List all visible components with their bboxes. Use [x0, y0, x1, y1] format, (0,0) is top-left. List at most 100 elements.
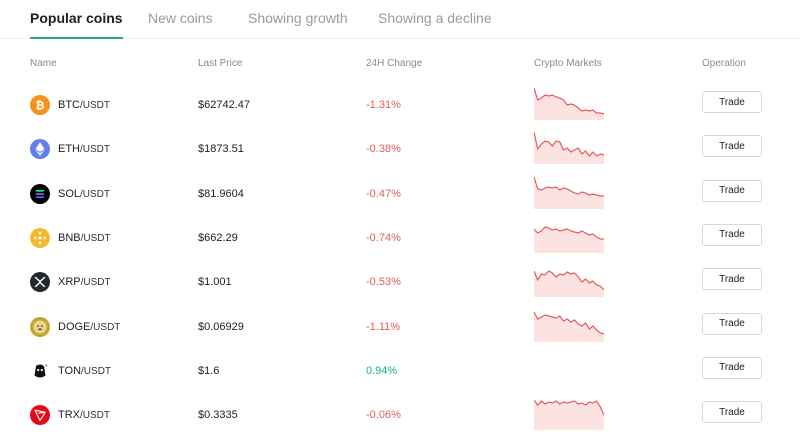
- crypto-market-sparkline: [533, 175, 604, 209]
- table-row: ₿ BTC/USDT $62742.47 -1.31% Trade: [0, 84, 800, 128]
- coin-symbol: ETH: [58, 143, 80, 156]
- coin-category-tabs: Popular coins New coins Showing growth S…: [0, 0, 800, 39]
- last-price: $62742.47: [198, 99, 250, 111]
- sparkline-chart: [533, 87, 605, 120]
- coin-pair[interactable]: BNB/USDT: [58, 232, 111, 244]
- table-row: ETH/USDT $1873.51 -0.38% Trade: [0, 128, 800, 172]
- coin-pair[interactable]: TRX/USDT: [58, 409, 110, 421]
- 24h-change: -1.11%: [366, 320, 401, 333]
- tab-showing-decline[interactable]: Showing a decline: [378, 10, 492, 26]
- coin-pair[interactable]: BTC/USDT: [58, 99, 110, 111]
- coin-pair[interactable]: ETH/USDT: [58, 143, 110, 155]
- crypto-market-sparkline: [533, 86, 605, 120]
- sparkline-chart: [533, 226, 604, 253]
- last-price: $0.3335: [198, 409, 238, 422]
- trade-button[interactable]: Trade: [702, 268, 762, 291]
- coin-quote: /USDT: [80, 277, 111, 289]
- coin-pair[interactable]: XRP/USDT: [58, 276, 111, 288]
- coin-symbol: DOGE: [58, 320, 91, 333]
- trade-button[interactable]: Trade: [702, 401, 762, 424]
- svg-text:₿: ₿: [36, 100, 45, 112]
- sparkline-line: [533, 399, 605, 416]
- coin-symbol: XRP: [58, 276, 81, 289]
- table-row: TON/USDT $1.6 0.94% Trade: [0, 350, 800, 394]
- xrp-icon: [30, 272, 50, 293]
- trade-button[interactable]: Trade: [702, 356, 762, 379]
- crypto-market-sparkline: [533, 263, 605, 298]
- last-price: $1.6: [198, 364, 220, 377]
- coin-symbol: TRX: [58, 409, 80, 422]
- 24h-change: -0.38%: [366, 143, 401, 156]
- sparkline-area: [534, 176, 604, 209]
- table-row: XRP/USDT $1.001 -0.53% Trade: [0, 261, 800, 305]
- 24h-change: -0.74%: [366, 231, 401, 244]
- coin-symbol: TON: [58, 364, 82, 377]
- bnb-icon: [30, 227, 50, 248]
- sparkline-area: [534, 311, 604, 342]
- last-price: $0.06929: [198, 320, 244, 333]
- 24h-change: -0.06%: [366, 409, 401, 422]
- coin-quote: /USDT: [81, 365, 112, 377]
- trx-icon: [30, 405, 50, 426]
- header-last-price: Last Price: [198, 58, 243, 69]
- last-price: $1873.51: [198, 143, 244, 156]
- table-row: BNB/USDT $662.29 -0.74% Trade: [0, 217, 800, 261]
- coin-pair[interactable]: TON/USDT: [58, 365, 111, 377]
- coin-quote: /USDT: [80, 410, 110, 422]
- trade-button[interactable]: Trade: [702, 312, 762, 335]
- table-row: TRX/USDT $0.3335 -0.06% Trade: [0, 394, 800, 438]
- sparkline-area: [534, 271, 604, 298]
- sparkline-chart: [533, 176, 604, 209]
- sparkline-area: [534, 400, 604, 431]
- coin-symbol: BNB: [58, 231, 81, 244]
- header-operation: Operation: [702, 58, 746, 69]
- tab-popular-coins[interactable]: Popular coins: [30, 0, 123, 39]
- sol-icon: [30, 183, 50, 204]
- sparkline-chart: [533, 270, 605, 298]
- coin-quote: /USDT: [90, 321, 121, 333]
- tab-showing-growth[interactable]: Showing growth: [248, 10, 348, 26]
- trade-button[interactable]: Trade: [702, 91, 762, 113]
- table-row: DOGE/USDT $0.06929 -1.11% Trade: [0, 306, 800, 350]
- coin-quote: /USDT: [80, 144, 110, 156]
- crypto-market-sparkline: [533, 130, 605, 165]
- sparkline-line: [533, 87, 605, 115]
- crypto-market-sparkline: [533, 396, 605, 431]
- sparkline-area: [534, 226, 604, 253]
- last-price: $81.9604: [198, 187, 244, 200]
- header-24h-change: 24H Change: [366, 58, 423, 69]
- header-crypto-markets: Crypto Markets: [534, 58, 602, 69]
- tab-new-coins[interactable]: New coins: [148, 10, 213, 26]
- table-row: SOL/USDT $81.9604 -0.47% Trade: [0, 173, 800, 217]
- sparkline-line: [533, 270, 605, 291]
- coin-symbol: SOL: [58, 187, 81, 200]
- sparkline-line: [533, 226, 604, 240]
- 24h-change: -0.53%: [366, 276, 401, 289]
- trade-button[interactable]: Trade: [702, 223, 762, 246]
- sparkline-chart: [533, 399, 605, 431]
- crypto-market-sparkline: [533, 219, 604, 253]
- coin-pair[interactable]: SOL/USDT: [58, 188, 110, 200]
- btc-icon: ₿: [30, 95, 50, 115]
- coin-pair[interactable]: DOGE/USDT: [58, 321, 120, 333]
- sparkline-line: [533, 176, 604, 197]
- sparkline-line: [533, 311, 605, 335]
- crypto-market-sparkline: [533, 308, 605, 342]
- coin-symbol: BTC: [58, 99, 80, 111]
- doge-icon: [30, 316, 50, 337]
- 24h-change: -0.47%: [366, 187, 401, 200]
- trade-button[interactable]: Trade: [702, 135, 762, 158]
- last-price: $1.001: [198, 276, 232, 289]
- coin-quote: /USDT: [80, 188, 111, 200]
- sparkline-line: [533, 132, 605, 158]
- eth-icon: [30, 139, 50, 160]
- sparkline-chart: [533, 132, 605, 165]
- trade-button[interactable]: Trade: [702, 179, 762, 202]
- coin-quote: /USDT: [80, 100, 110, 111]
- ton-icon: [30, 361, 50, 381]
- 24h-change: 0.94%: [366, 364, 398, 377]
- sparkline-chart: [533, 311, 605, 342]
- table-header: Name Last Price 24H Change Crypto Market…: [0, 58, 800, 72]
- 24h-change: -1.31%: [366, 99, 401, 111]
- sparkline-area: [534, 132, 604, 165]
